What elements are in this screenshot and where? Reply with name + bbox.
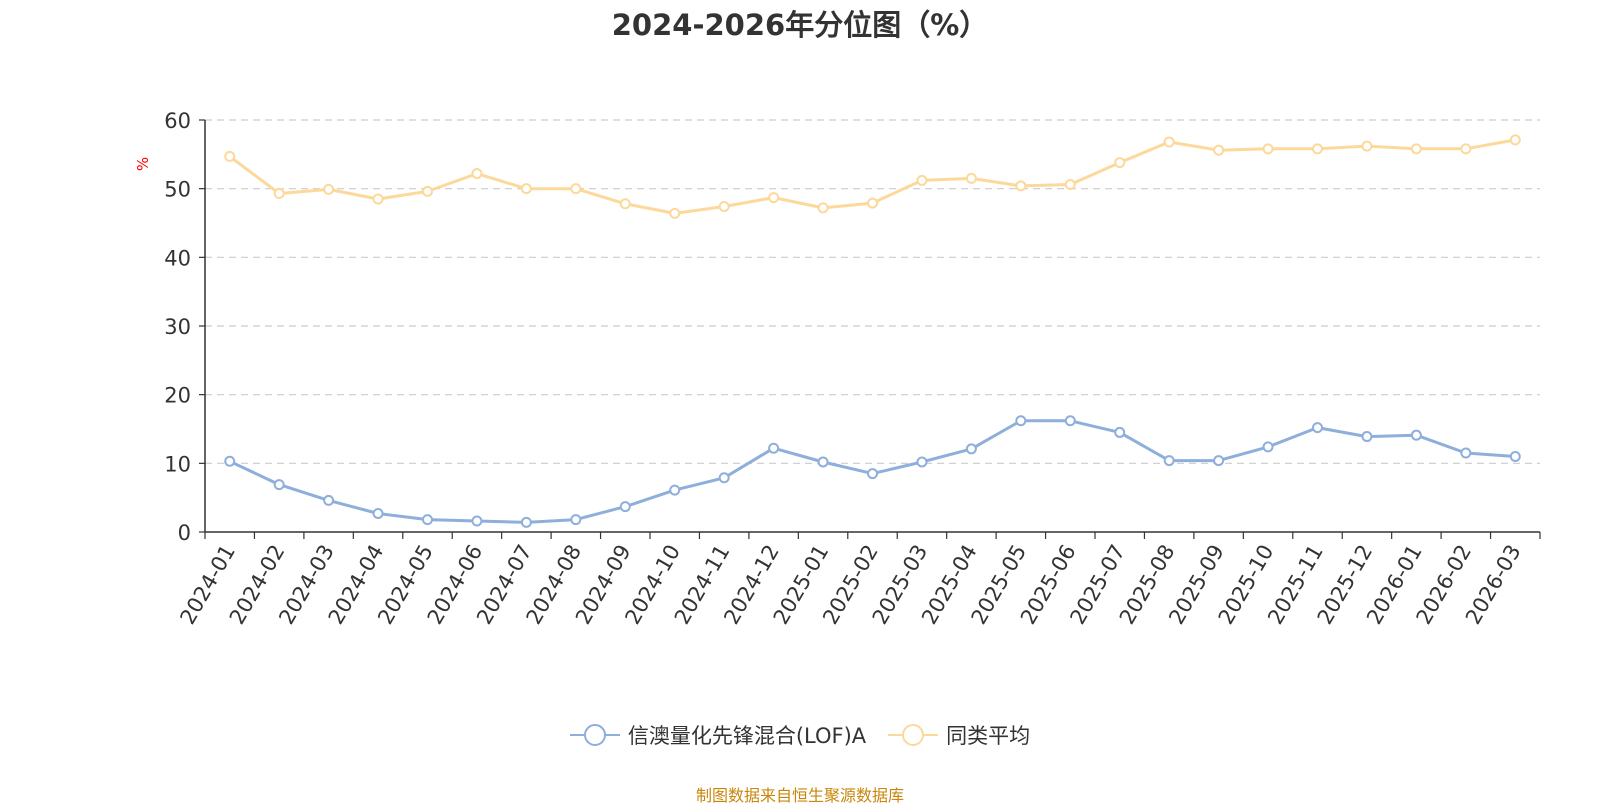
data-point[interactable] [1460,447,1472,459]
data-point[interactable] [570,183,582,195]
data-point[interactable] [768,192,780,204]
data-point[interactable] [1213,455,1225,467]
legend-item-fund[interactable]: 信澳量化先锋混合(LOF)A [569,720,867,750]
data-point[interactable] [372,193,384,205]
data-point[interactable] [1163,136,1175,148]
data-point[interactable] [1064,179,1076,191]
data-point[interactable] [323,494,335,506]
data-point[interactable] [1114,426,1126,438]
data-point[interactable] [867,468,878,480]
data-point[interactable] [1361,431,1373,443]
data-point[interactable] [1312,143,1323,155]
data-point[interactable] [1460,143,1472,155]
y-tick-label: 20 [164,384,191,408]
y-tick-label: 60 [164,109,191,133]
legend-label-fund: 信澳量化先锋混合(LOF)A [627,724,867,748]
chart-title: 2024-2026年分位图（%） [611,8,989,42]
data-point[interactable] [718,201,730,213]
data-point[interactable] [817,456,829,468]
axes: 01020304050602024-012024-022024-032024-0… [164,109,1541,628]
legend: 信澳量化先锋混合(LOF)A 同类平均 [0,720,1600,750]
grid-lines [205,119,1540,464]
source-note: 制图数据来自恒生聚源数据库 [695,786,904,805]
data-point[interactable] [916,456,928,468]
data-point[interactable] [273,187,285,199]
data-point[interactable] [471,168,483,180]
data-point[interactable] [1509,134,1521,146]
data-point[interactable] [520,516,532,528]
data-point[interactable] [1064,415,1076,427]
y-tick-label: 50 [164,178,191,202]
data-point[interactable] [1015,180,1027,192]
data-point[interactable] [1163,455,1175,467]
data-point[interactable] [570,514,582,526]
y-tick-label: 0 [178,521,191,545]
data-point[interactable] [669,484,681,496]
data-point[interactable] [471,515,483,527]
data-point[interactable] [1114,157,1126,169]
data-point[interactable] [619,501,631,513]
data-point[interactable] [323,183,335,195]
y-tick-label: 40 [164,246,191,270]
data-point[interactable] [422,514,433,526]
y-tick-label: 10 [164,452,191,476]
data-point[interactable] [1312,422,1323,434]
data-point[interactable] [1213,144,1225,156]
data-point[interactable] [669,207,681,219]
data-point[interactable] [224,150,236,162]
data-point[interactable] [1015,415,1027,427]
data-point[interactable] [1262,143,1274,155]
data-point[interactable] [1410,143,1422,155]
data-point[interactable] [422,185,433,197]
series-lines [224,134,1521,528]
legend-item-peer-average[interactable]: 同类平均 [888,720,1030,750]
data-point[interactable] [768,442,780,454]
y-axis-unit-label: % [134,157,152,171]
legend-marker-fund-icon [569,724,620,746]
data-point[interactable] [224,455,236,467]
data-point[interactable] [372,507,384,519]
data-point[interactable] [619,198,631,210]
data-point[interactable] [718,472,730,484]
data-point[interactable] [867,197,878,209]
data-point[interactable] [1262,441,1274,453]
data-point[interactable] [1410,429,1422,441]
legend-label-peer-average: 同类平均 [946,724,1031,748]
data-point[interactable] [965,443,977,455]
data-point[interactable] [273,479,285,491]
data-point[interactable] [916,174,928,186]
data-point[interactable] [1509,450,1521,462]
legend-marker-peer-average-icon [888,724,939,746]
y-tick-label: 30 [164,315,191,339]
data-point[interactable] [1361,140,1373,152]
data-point[interactable] [520,183,532,195]
data-point[interactable] [817,202,829,214]
data-point[interactable] [965,172,977,184]
